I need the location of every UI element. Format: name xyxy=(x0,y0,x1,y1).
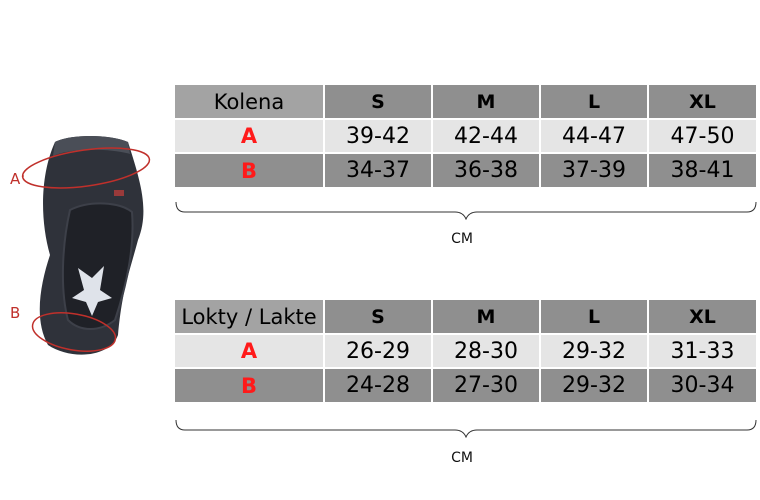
size-value: 26-29 xyxy=(323,333,432,368)
size-value: 28-30 xyxy=(431,333,540,368)
knee-size-table: Kolena S M L XL A 39-42 42-44 44-47 47-5… xyxy=(175,85,756,187)
measure-label-b: B xyxy=(10,304,21,322)
table-header-row: Kolena S M L XL xyxy=(175,85,756,119)
measure-label-a: A xyxy=(10,170,21,188)
size-value: 27-30 xyxy=(431,367,540,402)
size-header: M xyxy=(431,300,540,334)
table-row: A 26-29 28-30 29-32 31-33 xyxy=(175,333,756,368)
size-value: 30-34 xyxy=(647,367,756,402)
size-header: L xyxy=(539,85,648,119)
row-label: A xyxy=(175,118,324,153)
size-value: 29-32 xyxy=(539,333,648,368)
size-header: L xyxy=(539,300,648,334)
unit-label: CM xyxy=(451,231,473,247)
size-value: 29-32 xyxy=(539,367,648,402)
table-row: A 39-42 42-44 44-47 47-50 xyxy=(175,118,756,153)
size-value: 39-42 xyxy=(323,118,432,153)
table-corner-label: Kolena xyxy=(175,85,324,119)
knee-guard-illustration xyxy=(21,136,151,355)
elbow-size-table: Lokty / Lakte S M L XL A 26-29 28-30 29-… xyxy=(175,300,756,402)
size-header: S xyxy=(323,85,432,119)
brace-divider xyxy=(175,201,757,220)
brace-divider xyxy=(175,419,757,438)
size-header: S xyxy=(323,300,432,334)
size-header: XL xyxy=(647,300,756,334)
row-label: B xyxy=(175,367,324,402)
size-value: 37-39 xyxy=(539,152,648,187)
size-value: 36-38 xyxy=(431,152,540,187)
size-value: 42-44 xyxy=(431,118,540,153)
size-header: M xyxy=(431,85,540,119)
size-value: 31-33 xyxy=(647,333,756,368)
table-row: B 34-37 36-38 37-39 38-41 xyxy=(175,152,756,187)
row-label: B xyxy=(175,152,324,187)
size-value: 47-50 xyxy=(647,118,756,153)
size-value: 38-41 xyxy=(647,152,756,187)
size-value: 24-28 xyxy=(323,367,432,402)
row-label: A xyxy=(175,333,324,368)
unit-label: CM xyxy=(451,450,473,466)
size-value: 44-47 xyxy=(539,118,648,153)
table-header-row: Lokty / Lakte S M L XL xyxy=(175,300,756,334)
size-value: 34-37 xyxy=(323,152,432,187)
size-header: XL xyxy=(647,85,756,119)
table-corner-label: Lokty / Lakte xyxy=(175,300,324,334)
table-row: B 24-28 27-30 29-32 30-34 xyxy=(175,367,756,402)
